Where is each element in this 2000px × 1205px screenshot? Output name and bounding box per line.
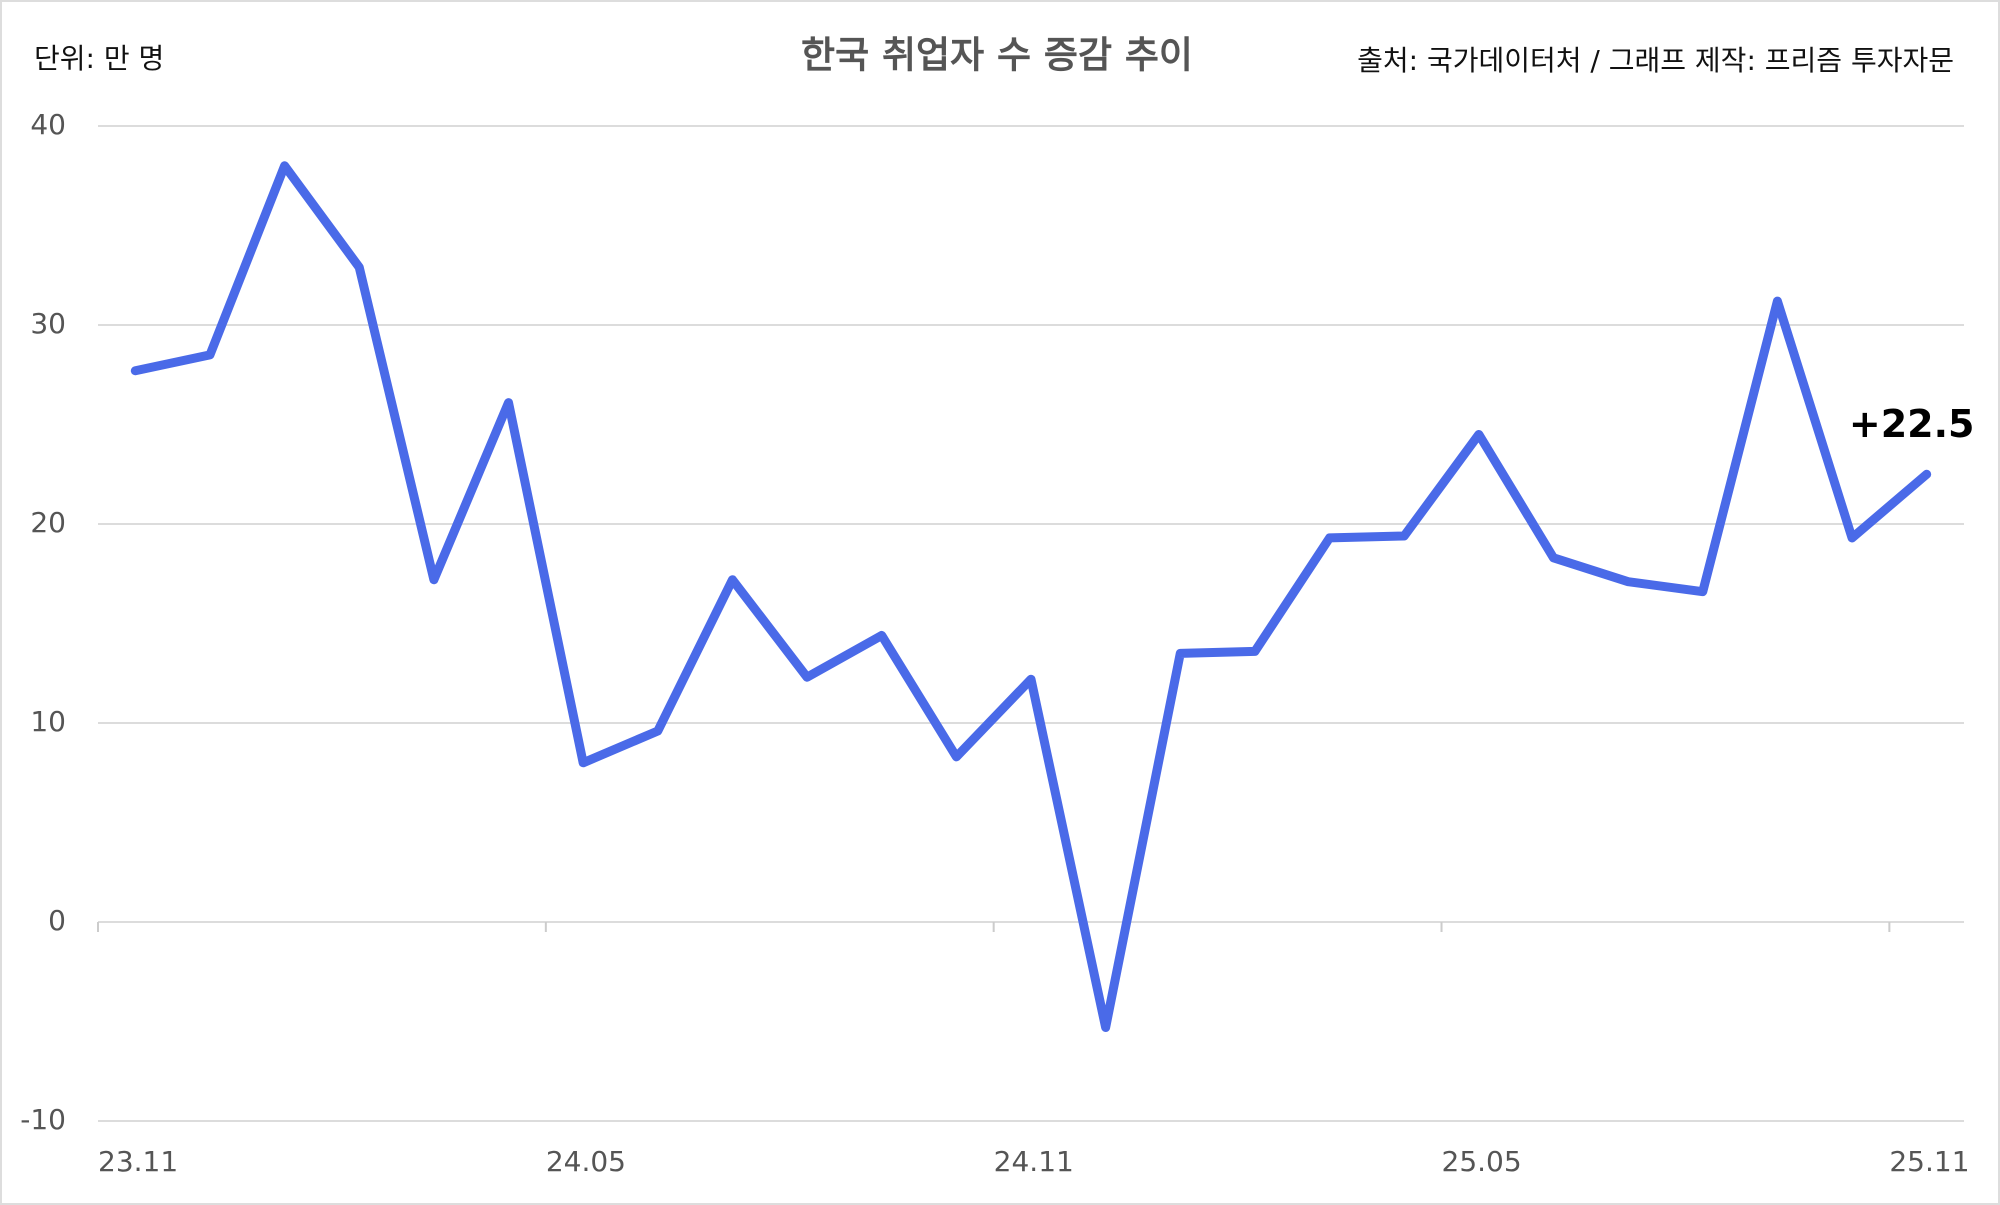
x-tick-label: 25.11 [1889, 1145, 1969, 1178]
chart-title: 한국 취업자 수 증감 추이 [801, 34, 1193, 77]
unit-label: 단위: 만 명 [34, 42, 164, 75]
y-tick-label: 40 [30, 108, 66, 141]
value-label: +22.5 [1849, 402, 1975, 446]
source-note: 출처: 국가데이터처 / 그래프 제작: 프리즘 투자자문 [1357, 44, 1954, 77]
y-tick-label: 0 [48, 904, 66, 937]
x-tick-label: 24.05 [546, 1145, 626, 1178]
x-tick-label: 24.11 [994, 1145, 1074, 1178]
data-line [130, 161, 1932, 1032]
y-tick-label: -10 [20, 1103, 66, 1136]
y-tick-label: 10 [30, 705, 66, 738]
y-tick-label: 30 [30, 307, 66, 340]
x-tick-label: 23.11 [98, 1145, 178, 1178]
x-tick-label: 25.05 [1442, 1145, 1522, 1178]
y-tick-label: 20 [30, 506, 66, 539]
